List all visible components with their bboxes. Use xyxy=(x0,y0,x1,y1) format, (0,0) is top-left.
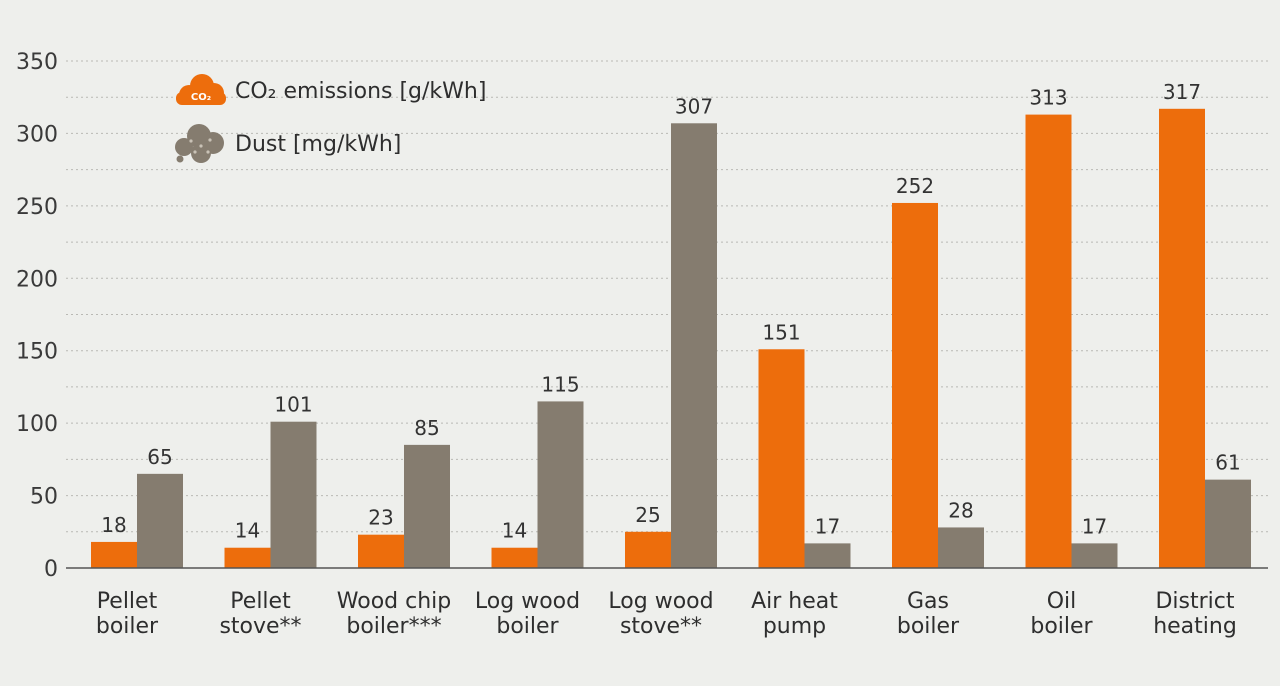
bar-co2 xyxy=(625,531,671,568)
y-tick-label: 0 xyxy=(44,557,58,582)
category-label: boiler xyxy=(96,614,159,639)
category-label: District xyxy=(1155,589,1234,614)
bar-co2 xyxy=(491,547,538,568)
bar-dust xyxy=(404,444,450,568)
y-tick-label: 300 xyxy=(16,122,58,147)
bar-co2 xyxy=(224,547,271,568)
bar-dust xyxy=(804,543,851,568)
value-label: 25 xyxy=(635,503,660,527)
value-label: 307 xyxy=(675,94,713,118)
category-label: Pellet xyxy=(230,589,291,614)
y-tick-label: 350 xyxy=(16,50,58,75)
value-label: 28 xyxy=(948,498,973,522)
bar-dust xyxy=(137,473,183,568)
co2-cloud-icon: CO₂ xyxy=(176,74,226,105)
y-axis: 0 50 100 150 200 250 300 350 xyxy=(16,50,58,582)
legend-item-dust: Dust [mg/kWh] xyxy=(175,124,401,163)
bar-co2 xyxy=(892,202,938,568)
category-label: boiler xyxy=(897,614,960,639)
y-tick-label: 50 xyxy=(30,485,58,510)
legend-item-co2: CO₂ CO₂ emissions [g/kWh] xyxy=(176,74,486,105)
bar-dust xyxy=(671,123,717,568)
y-tick-label: 200 xyxy=(16,267,58,292)
category-label: Log wood xyxy=(475,589,580,614)
gridlines xyxy=(66,60,1268,533)
value-label: 151 xyxy=(762,320,800,344)
value-label: 23 xyxy=(368,506,393,530)
category-label: boiler*** xyxy=(346,614,441,639)
value-label: 65 xyxy=(147,445,172,469)
category-label: Gas xyxy=(907,589,949,614)
category-label: Air heat xyxy=(751,589,838,614)
value-label: 18 xyxy=(101,513,126,537)
bar-co2 xyxy=(1025,114,1072,569)
bar-dust xyxy=(1071,543,1118,568)
value-label: 14 xyxy=(235,519,260,543)
legend: CO₂ CO₂ emissions [g/kWh] Dust [mg/kWh] xyxy=(175,74,486,163)
co2-icon-label: CO₂ xyxy=(191,92,211,103)
y-tick-label: 100 xyxy=(16,412,58,437)
value-label: 17 xyxy=(1082,514,1107,538)
category-label: Wood chip xyxy=(337,589,451,614)
bar-dust xyxy=(270,421,317,568)
category-label: pump xyxy=(763,614,826,639)
value-label: 101 xyxy=(274,393,312,417)
y-tick-label: 250 xyxy=(16,195,58,220)
category-label: Oil xyxy=(1047,589,1077,614)
bars xyxy=(91,108,1251,569)
value-label: 85 xyxy=(414,416,439,440)
dust-cloud-icon xyxy=(175,124,224,163)
value-labels: 18 65 14 101 23 85 14 115 25 307 151 17 252 28 313 17 31… xyxy=(101,80,1240,543)
category-label: stove** xyxy=(219,614,301,639)
value-label: 17 xyxy=(815,514,840,538)
bar-co2 xyxy=(91,541,137,568)
category-label: boiler xyxy=(496,614,559,639)
bar-co2 xyxy=(358,534,404,568)
legend-label-co2: CO₂ emissions [g/kWh] xyxy=(235,79,486,104)
category-label: boiler xyxy=(1030,614,1093,639)
bar-dust xyxy=(1205,479,1251,568)
value-label: 317 xyxy=(1163,80,1201,104)
bar-dust xyxy=(537,401,584,568)
bar-co2 xyxy=(1159,108,1205,568)
category-label: stove** xyxy=(620,614,702,639)
bar-co2 xyxy=(758,349,805,568)
value-label: 313 xyxy=(1029,86,1067,110)
value-label: 115 xyxy=(541,372,579,396)
y-tick-label: 150 xyxy=(16,340,58,365)
value-label: 252 xyxy=(896,174,934,198)
category-label: Pellet xyxy=(97,589,158,614)
category-label: Log wood xyxy=(608,589,713,614)
legend-label-dust: Dust [mg/kWh] xyxy=(235,132,401,157)
value-label: 14 xyxy=(502,519,527,543)
bar-dust xyxy=(938,527,984,568)
category-label: heating xyxy=(1153,614,1237,639)
value-label: 61 xyxy=(1215,451,1240,475)
